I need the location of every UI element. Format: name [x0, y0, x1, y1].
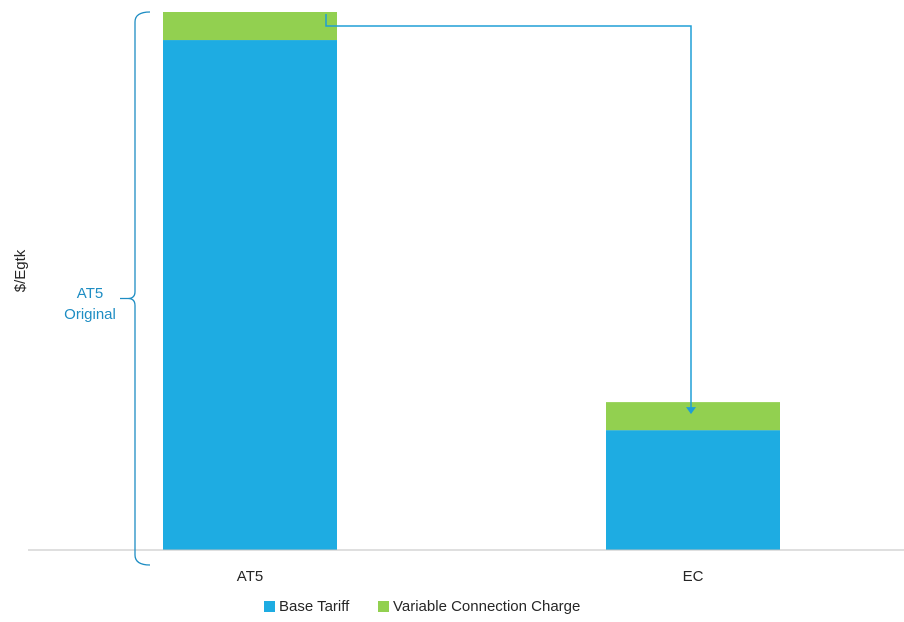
legend-label-variable-connection-charge: Variable Connection Charge: [393, 598, 580, 615]
legend-swatch-variable-connection-charge: [378, 601, 389, 612]
bars-layer: [163, 12, 780, 550]
legend-label-base-tariff: Base Tariff: [279, 598, 350, 615]
legend-swatch-base-tariff: [264, 601, 275, 612]
bar-at5-base-tariff: [163, 40, 337, 550]
y-axis-label: $/Egtk: [12, 249, 29, 292]
bracket-label-line2: Original: [64, 306, 116, 323]
bracket-label-line1: AT5: [77, 285, 103, 302]
reduction-arrow: [325, 14, 692, 409]
x-tick-label-at5: AT5: [237, 568, 263, 585]
bar-ec-variable-connection-charge: [606, 402, 780, 431]
bar-at5-variable-connection-charge: [163, 12, 337, 41]
reduction-arrowhead: [686, 407, 696, 415]
bar-ec-base-tariff: [606, 430, 780, 550]
at5-original-bracket: [120, 11, 151, 566]
x-tick-labels: AT5 EC: [237, 568, 704, 585]
legend: Base Tariff Variable Connection Charge: [264, 598, 580, 615]
x-tick-label-ec: EC: [683, 568, 704, 585]
